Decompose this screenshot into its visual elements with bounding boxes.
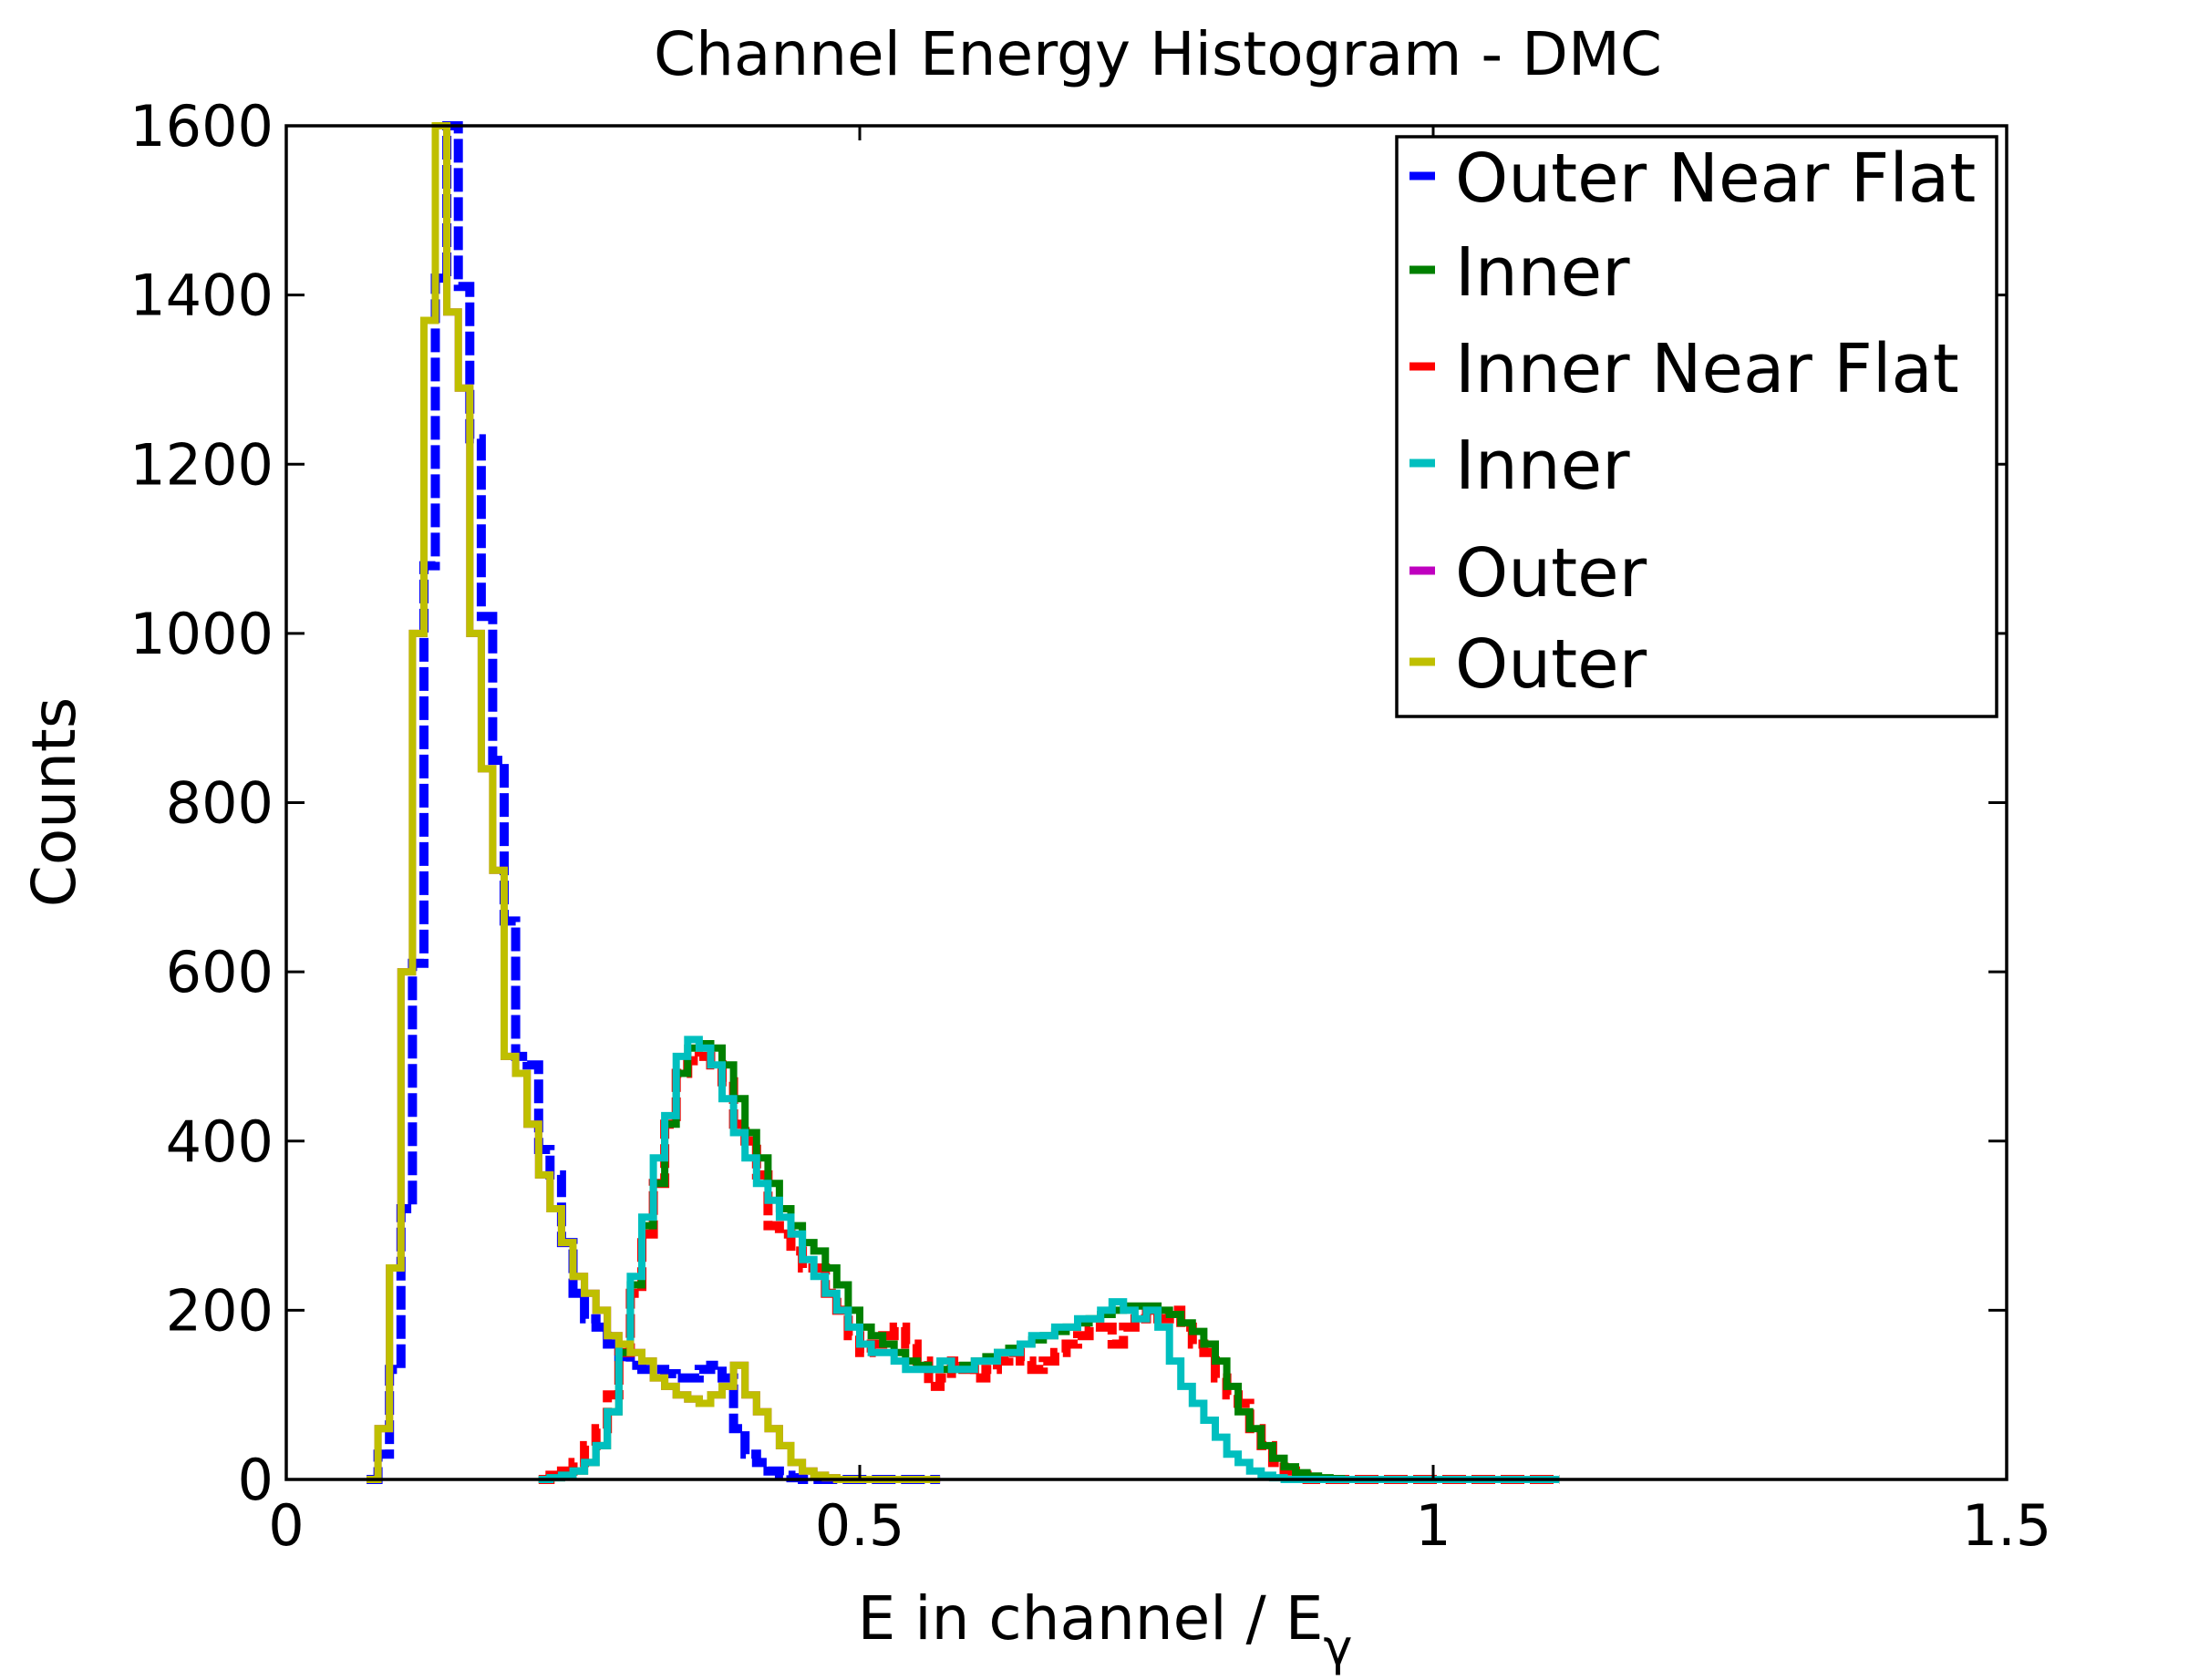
y-axis-label: Counts — [19, 697, 89, 907]
legend-label: Inner — [1455, 233, 1630, 312]
series-line-5 — [367, 122, 941, 1483]
y-tick-label: 400 — [166, 1108, 274, 1175]
legend-label: Outer Near Flat — [1455, 139, 1976, 218]
axis-ticks: 0 0.5 1 1.5 0 200 400 600 800 1000 1200 1400 1600 — [129, 93, 2051, 1559]
x-axis-label-main: E in channel / E — [858, 1583, 1324, 1654]
y-tick-label: 200 — [166, 1277, 274, 1344]
legend-label: Outer — [1455, 625, 1647, 704]
y-tick-label: 800 — [166, 770, 274, 837]
x-axis-label-subscript: γ — [1323, 1619, 1352, 1676]
x-tick-label: 1.5 — [1962, 1492, 2052, 1559]
y-tick-label: 1000 — [129, 601, 274, 667]
legend-label: Inner — [1455, 427, 1630, 505]
y-tick-label: 1400 — [129, 263, 274, 329]
legend: Outer Near Flat Inner Inner Near Flat Inner… — [1395, 135, 1998, 718]
y-tick-label: 1600 — [129, 93, 274, 160]
x-axis-label: E in channel / Eγ — [858, 1583, 1353, 1676]
legend-label: Inner Near Flat — [1455, 330, 1959, 408]
y-tick-label: 1200 — [129, 431, 274, 498]
x-tick-label: 0 — [268, 1492, 304, 1559]
legend-box — [1395, 135, 1998, 718]
y-tick-label: 600 — [166, 939, 274, 1005]
chart-title: Channel Energy Histogram - DMC — [654, 19, 1662, 89]
x-tick-label: 1 — [1415, 1492, 1451, 1559]
y-tick-label: 0 — [238, 1447, 274, 1513]
x-tick-label: 0.5 — [815, 1492, 905, 1559]
legend-label: Outer — [1455, 534, 1647, 613]
